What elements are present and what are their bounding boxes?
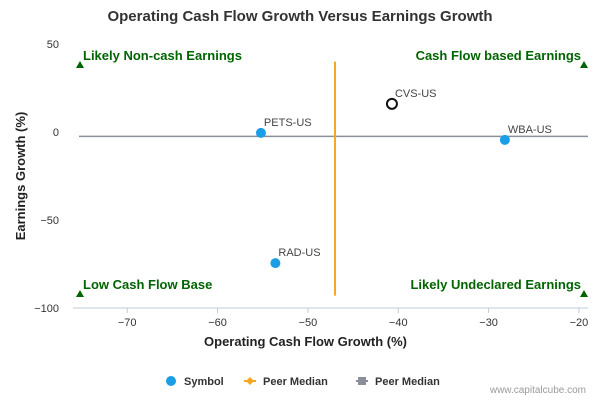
data-point-wba-us xyxy=(499,134,510,145)
data-label-pets-us: PETS-US xyxy=(264,117,312,129)
x-tick-label: −60 xyxy=(208,317,227,329)
x-tick-label: −40 xyxy=(389,317,408,329)
data-point-rad-us xyxy=(270,258,281,269)
y-tick-label: 0 xyxy=(53,127,59,139)
y-tick-label: 50 xyxy=(47,39,59,51)
legend-peer-median-square xyxy=(358,377,366,385)
legend-peer-median-diamond xyxy=(246,377,254,385)
watermark: www.capitalcube.com xyxy=(489,385,586,396)
quadrant-marker-top-left xyxy=(76,61,84,68)
y-tick-label: −100 xyxy=(34,303,59,315)
x-tick-label: −70 xyxy=(118,317,137,329)
quadrant-label-top-right: Cash Flow based Earnings xyxy=(416,48,581,63)
legend-label: Symbol xyxy=(184,376,224,388)
quadrant-label-bottom-left: Low Cash Flow Base xyxy=(83,277,212,292)
quadrant-label-top-left: Likely Non-cash Earnings xyxy=(83,48,242,63)
data-point-pets-us xyxy=(255,127,266,138)
y-tick-label: −50 xyxy=(40,215,59,227)
chart-title: Operating Cash Flow Growth Versus Earnin… xyxy=(107,8,493,25)
quadrant-marker-bottom-right xyxy=(580,290,588,297)
x-tick-label: −50 xyxy=(299,317,318,329)
x-tick-label: −30 xyxy=(479,317,498,329)
x-axis-title: Operating Cash Flow Growth (%) xyxy=(204,334,407,349)
y-axis-title: Earnings Growth (%) xyxy=(13,112,28,241)
legend-label: Peer Median xyxy=(375,376,440,388)
data-label-rad-us: RAD-US xyxy=(278,247,320,259)
data-point-cvs-us xyxy=(385,97,398,110)
data-label-wba-us: WBA-US xyxy=(508,124,552,136)
data-label-cvs-us: CVS-US xyxy=(395,88,437,100)
quadrant-label-bottom-right: Likely Undeclared Earnings xyxy=(410,277,581,292)
quadrant-marker-top-right xyxy=(580,61,588,68)
legend-label: Peer Median xyxy=(263,376,328,388)
x-tick-label: −20 xyxy=(570,317,589,329)
legend-symbol-marker xyxy=(166,376,176,386)
quadrant-marker-bottom-left xyxy=(76,290,84,297)
